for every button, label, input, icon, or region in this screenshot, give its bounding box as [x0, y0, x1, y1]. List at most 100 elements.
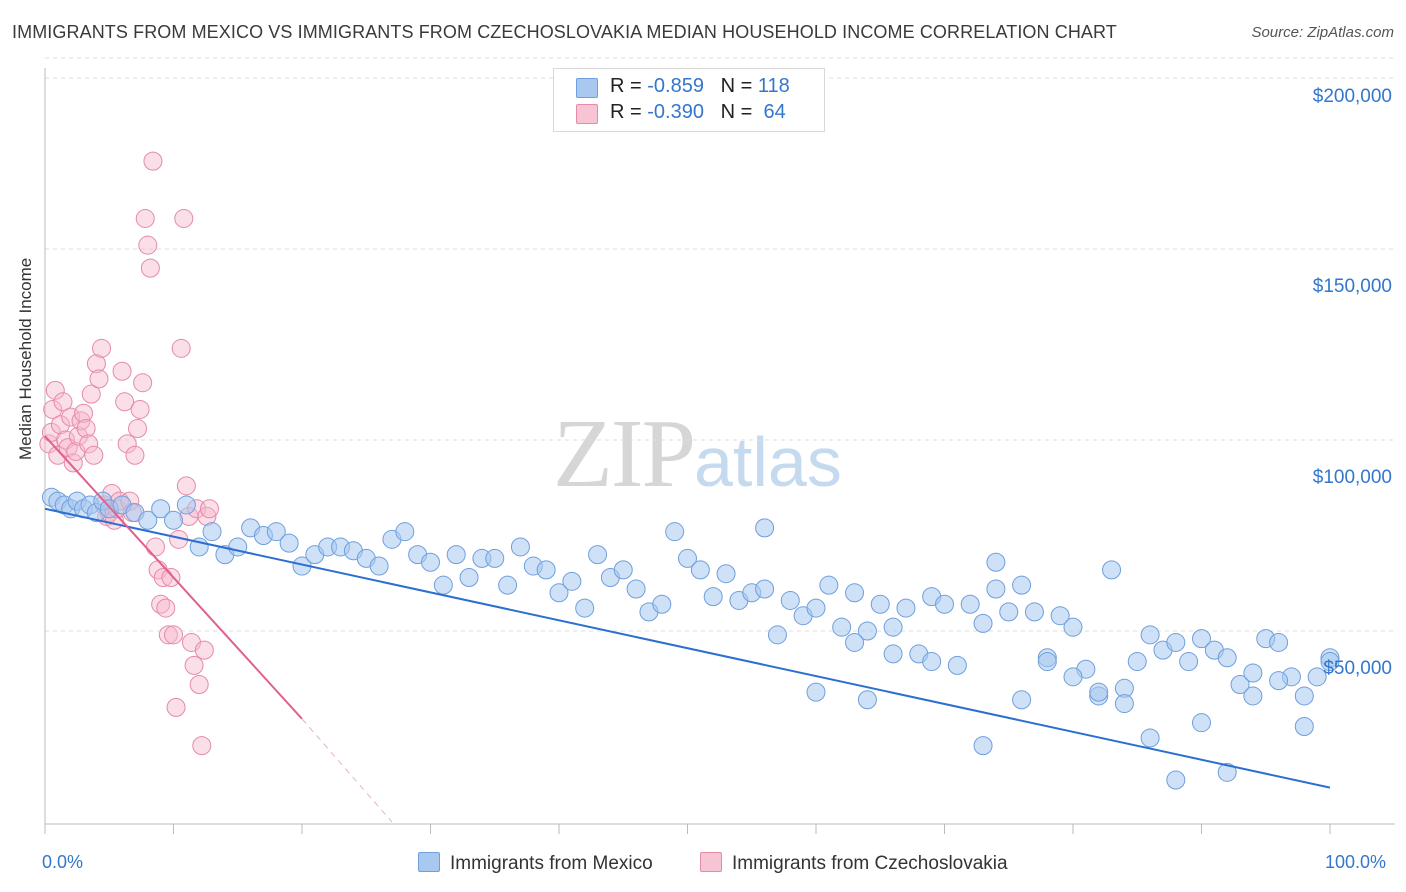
czechoslovakia-point [45, 380, 65, 400]
mexico-point [1012, 575, 1032, 595]
czechoslovakia-point [86, 354, 106, 374]
czechoslovakia-point [189, 674, 209, 694]
czechoslovakia-point [50, 415, 70, 435]
bottom-legend-label: Immigrants from Czechoslovakia [732, 853, 1008, 874]
mexico-point [1217, 648, 1237, 668]
mexico-point [1024, 602, 1044, 622]
mexico-point [883, 644, 903, 664]
y-axis-label: Median Household Income [16, 257, 35, 460]
mexico-point [1012, 690, 1032, 710]
mexico-point [613, 560, 633, 580]
mexico-point [151, 499, 171, 519]
mexico-point [433, 575, 453, 595]
czechoslovakia-point [158, 625, 178, 645]
czechoslovakia-trend-line [44, 435, 303, 720]
mexico-point [202, 522, 222, 542]
mexico-point [947, 655, 967, 675]
bottom-legend-czechoslovakia: Immigrants from Czechoslovakia [700, 852, 1008, 875]
czechoslovakia-point [135, 208, 155, 228]
czechoslovakia-point [146, 537, 166, 557]
mexico-point [1063, 667, 1083, 687]
mexico-point [164, 510, 183, 530]
x-tick-label: 0.0% [42, 852, 84, 872]
mexico-point [1294, 686, 1314, 706]
czechoslovakia-point [48, 445, 68, 465]
x-tick-label: 100.0% [1325, 852, 1387, 872]
mexico-point [986, 552, 1006, 572]
trend-lines [44, 435, 1331, 823]
mexico-point [1269, 632, 1289, 652]
legend-text: R = -0.859 N = 118 [610, 75, 790, 97]
czechoslovakia-point [53, 392, 73, 412]
mexico-point [755, 579, 775, 599]
mexico-point [1179, 652, 1199, 672]
czechoslovakia-point [171, 338, 191, 358]
czechoslovakia-point [184, 655, 204, 675]
mexico-trend-line [44, 507, 1331, 789]
czechoslovakia-point [76, 419, 96, 439]
mexico-point [588, 545, 608, 565]
mexico-point [883, 617, 903, 637]
mexico-point [1269, 671, 1289, 691]
legend-text: R = -0.390 N = 64 [610, 101, 786, 123]
mexico-point [857, 621, 877, 641]
czechoslovakia-point [161, 568, 181, 588]
axes [44, 68, 1395, 834]
mexico-point [690, 560, 710, 580]
czechoslovakia-point [151, 594, 171, 614]
mexico-point [896, 598, 916, 618]
chart-title: IMMIGRANTS FROM MEXICO VS IMMIGRANTS FRO… [12, 22, 1117, 42]
czechoslovakia-point [74, 403, 94, 423]
mexico-point [498, 575, 518, 595]
czechoslovakia-point [115, 392, 135, 412]
mexico-point [1140, 625, 1160, 645]
mexico-point [973, 613, 993, 633]
mexico-point [845, 632, 865, 652]
mexico-point [716, 564, 736, 584]
mexico-point [1166, 770, 1186, 790]
watermark: ZIPatlas [553, 398, 842, 510]
mexico-point [806, 682, 826, 702]
mexico-point [626, 579, 646, 599]
mexico-point [755, 518, 775, 538]
mexico-point [549, 583, 569, 603]
czechoslovakia-point [79, 434, 99, 454]
czechoslovakia-point [194, 640, 214, 660]
mexico-point [562, 571, 582, 591]
mexico-point [1217, 762, 1237, 782]
mexico-point [1050, 606, 1070, 626]
mexico-point [421, 552, 440, 572]
bottom-legend-swatch [700, 852, 722, 872]
czechoslovakia-point [130, 399, 150, 419]
mexico-points [41, 487, 1340, 790]
bottom-legend-label: Immigrants from Mexico [450, 853, 653, 874]
y-tick-label: $100,000 [1312, 467, 1392, 488]
mexico-point [446, 545, 466, 565]
czechoslovakia-point [192, 736, 212, 756]
mexico-point [960, 594, 980, 614]
czechoslovakia-point [174, 208, 194, 228]
mexico-point [138, 510, 158, 530]
mexico-point [1320, 652, 1340, 672]
mexico-point [935, 594, 954, 614]
mexico-point [228, 537, 248, 557]
mexico-point [767, 625, 787, 645]
mexico-point [1243, 663, 1263, 683]
y-tick-label: $200,000 [1312, 86, 1392, 107]
mexico-point [922, 652, 942, 672]
source-label: Source: ZipAtlas.com [1251, 24, 1394, 41]
czechoslovakia-point [81, 384, 101, 404]
czechoslovakia-point [176, 476, 196, 496]
mexico-point [1140, 728, 1160, 748]
legend: R = -0.859 N = 118 R = -0.390 N = 64 [553, 68, 825, 132]
czechoslovakia-point [68, 426, 88, 446]
czechoslovakia-point [199, 499, 219, 519]
mexico-point [857, 690, 877, 710]
mexico-point [986, 579, 1006, 599]
czechoslovakia-point [89, 369, 109, 389]
mexico-point [1114, 694, 1134, 714]
czechoslovakia-point [63, 453, 83, 473]
mexico-point [665, 522, 685, 542]
mexico-point [1243, 686, 1263, 706]
mexico-point [279, 533, 299, 553]
